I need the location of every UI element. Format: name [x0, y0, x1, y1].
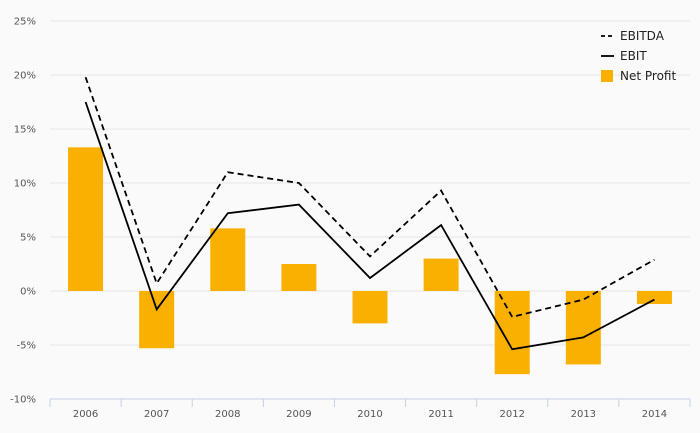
bars	[68, 147, 672, 375]
x-tick-label: 2010	[357, 409, 382, 420]
line-series-ebit	[84, 101, 655, 351]
line-series-ebitda	[84, 76, 655, 318]
y-tick-label: 20%	[14, 71, 36, 82]
x-tick-label: 2009	[286, 409, 311, 420]
x-tick-label: 2007	[144, 409, 169, 420]
bar	[68, 147, 104, 291]
bar	[423, 258, 459, 291]
legend-label: EBIT	[620, 49, 647, 63]
bar	[565, 291, 601, 365]
x-tick-label: 2012	[499, 409, 524, 420]
legend: EBITDA EBIT Net Profit	[601, 29, 676, 83]
bar	[281, 264, 317, 291]
axes: -10% -5% 0% 5% 10% 15% 20% 25% 2006 2007 2008 2009 2…	[10, 17, 691, 420]
lines	[84, 76, 655, 351]
bar	[139, 291, 175, 349]
x-tick-label: 2013	[571, 409, 596, 420]
y-tick-label: 10%	[14, 179, 36, 190]
bar	[210, 228, 246, 291]
y-tick-label: -10%	[10, 395, 36, 406]
y-tick-label: 0%	[20, 287, 36, 298]
y-tick-label: 5%	[20, 233, 36, 244]
legend-label: EBITDA	[620, 29, 665, 43]
y-tick-label: 15%	[14, 125, 36, 136]
x-tick-label: 2014	[642, 409, 667, 420]
legend-swatch	[601, 70, 613, 82]
x-tick-label: 2008	[215, 409, 240, 420]
legend-label: Net Profit	[620, 69, 676, 83]
bar	[494, 291, 530, 375]
y-tick-label: 25%	[14, 17, 36, 28]
bar	[636, 291, 672, 304]
x-tick-label: 2011	[428, 409, 453, 420]
y-tick-label: -5%	[17, 341, 36, 352]
bar	[352, 291, 388, 324]
x-tick-label: 2006	[73, 409, 98, 420]
